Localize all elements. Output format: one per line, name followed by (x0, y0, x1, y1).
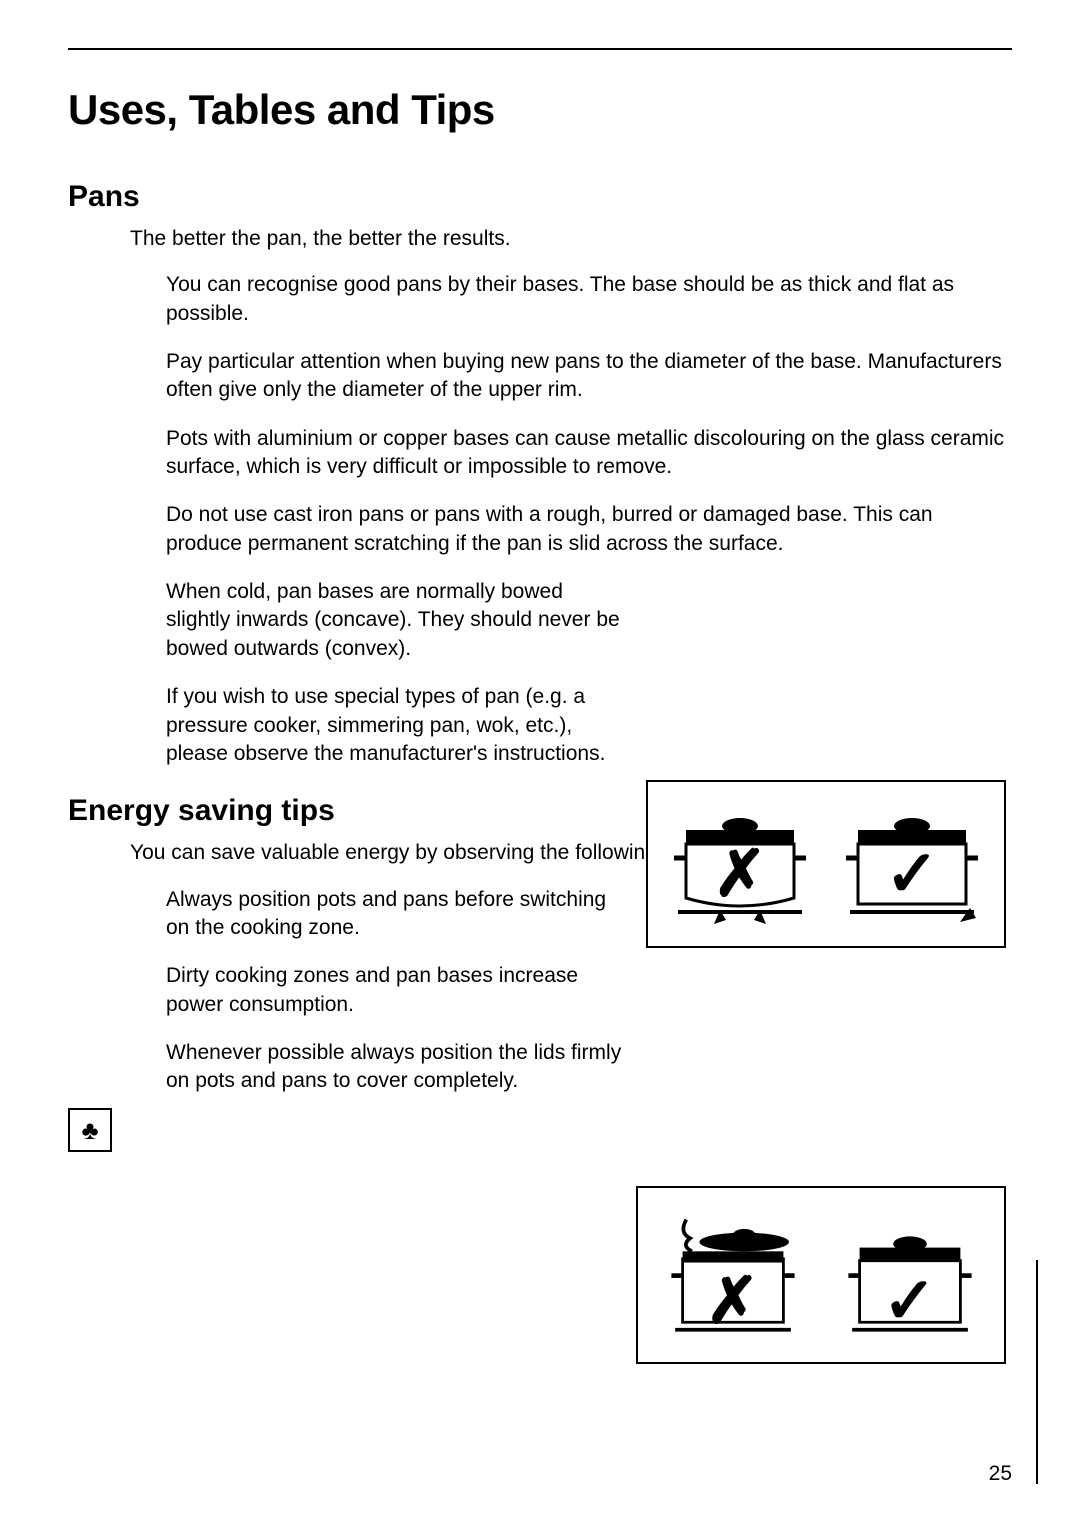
pot-concave-right: ✓ (832, 798, 992, 938)
check-mark-icon: ✓ (885, 836, 939, 911)
energy-p2: Dirty cooking zones and pan bases increa… (166, 962, 1012, 1019)
pots-row: ✗ ✓ (648, 782, 1004, 946)
top-rule (68, 48, 1012, 50)
pans-p4: Do not use cast iron pans or pans with a… (166, 501, 1012, 558)
pans-p5: When cold, pan bases are normally bowed … (166, 578, 1012, 663)
pans-p3: Pots with aluminium or copper bases can … (166, 425, 1012, 482)
pot-lid-on-right: ✓ (830, 1214, 990, 1354)
right-margin-rule (1036, 1260, 1038, 1484)
pans-heading: Pans (68, 180, 1012, 214)
pans-p6: If you wish to use special types of pan … (166, 683, 1012, 768)
clover-icon: ♣ (68, 1108, 112, 1152)
figure-lid: ✗ ✓ (636, 1186, 1006, 1364)
check-mark-icon: ✓ (883, 1263, 937, 1338)
manual-page: Uses, Tables and Tips Pans The better th… (0, 0, 1080, 1532)
energy-p3: Whenever possible always position the li… (166, 1039, 1012, 1096)
pans-p2: Pay particular attention when buying new… (166, 348, 1012, 405)
pot-lid-off-wrong: ✗ (653, 1214, 813, 1354)
pans-intro: The better the pan, the better the resul… (130, 224, 1012, 253)
cross-mark-icon: ✗ (706, 1263, 760, 1338)
page-number: 25 (989, 1462, 1012, 1486)
pot-convex-wrong: ✗ (660, 798, 820, 938)
figure-pan-base: ✗ ✓ (646, 780, 1006, 948)
clover-glyph: ♣ (81, 1115, 98, 1146)
cross-mark-icon: ✗ (713, 836, 767, 911)
pans-p1: You can recognise good pans by their bas… (166, 271, 1012, 328)
pots-row-2: ✗ ✓ (638, 1188, 1004, 1362)
page-title: Uses, Tables and Tips (68, 86, 1012, 134)
